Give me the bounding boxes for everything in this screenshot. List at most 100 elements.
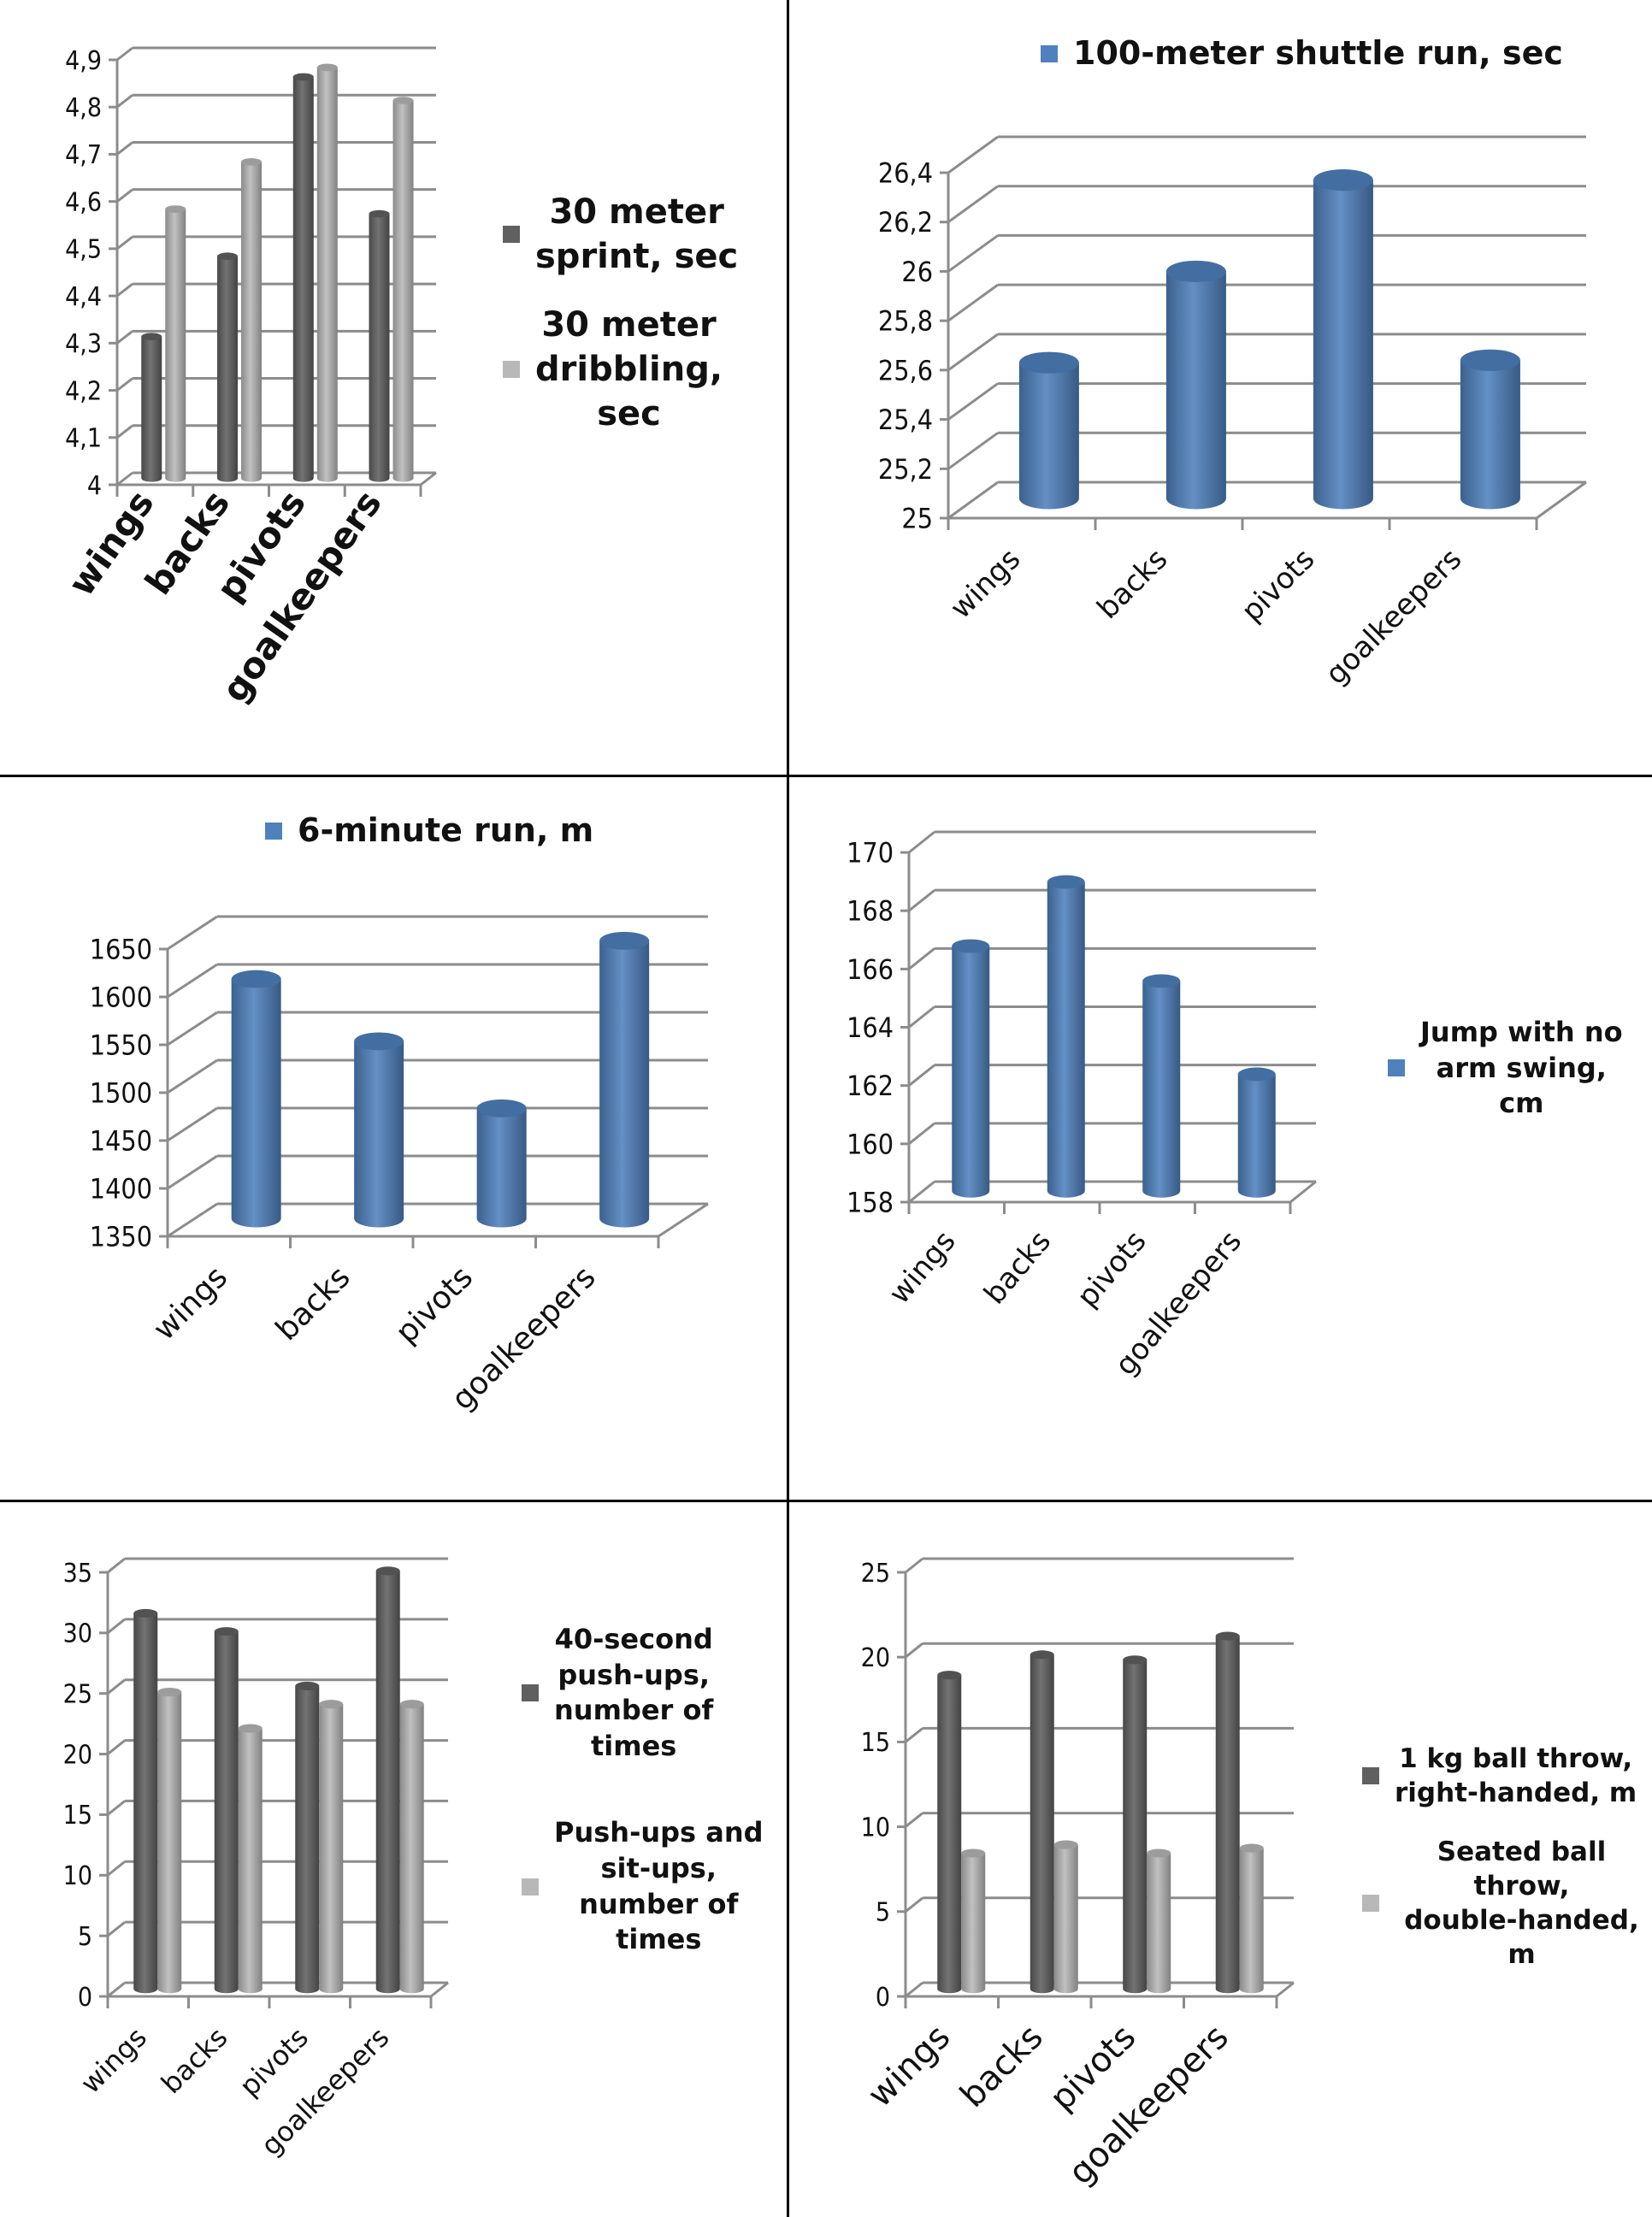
x-tick-label: wings: [882, 1224, 963, 1311]
legend-label-line: 40-second: [554, 1623, 713, 1655]
floor-edge: [1536, 481, 1587, 520]
y-tick-label: 0: [876, 1983, 890, 2013]
grid-connector: [107, 1920, 126, 1937]
grid-connector: [107, 1860, 126, 1877]
bar-body: [133, 1613, 158, 1994]
grid-connector: [905, 1812, 923, 1828]
horizontal-divider-bottom: [0, 1500, 1652, 1502]
bar: [599, 931, 650, 1228]
y-tick-label: 25,4: [878, 404, 933, 436]
bar: [214, 1627, 239, 1994]
grid-connector: [116, 235, 133, 251]
y-tick-label: 162: [847, 1070, 894, 1102]
grid-connector: [167, 1011, 218, 1047]
y-tick-label: 1400: [90, 1173, 152, 1206]
bar-body: [231, 979, 281, 1228]
bar: [1123, 1655, 1148, 1994]
legend-swatch-icon: [1362, 1895, 1379, 1913]
legend-swatch-icon: [503, 226, 520, 243]
chart-panel-sprint-dribbling: 4 4,1 4,2 4,3 4,4 4,5 4,6 4,7 4,8 4,9 wings backs pi…: [0, 0, 787, 775]
legend-shuttle-run: 100-meter shuttle run, sec: [1041, 32, 1588, 74]
legend-swatch-icon: [265, 822, 282, 840]
grid-connector: [107, 1981, 126, 1998]
y-tick-label: 35: [63, 1559, 92, 1589]
bar-top: [217, 252, 239, 261]
grid-connector: [107, 1678, 126, 1695]
grid-connector: [908, 1064, 935, 1087]
grid-connector: [908, 1122, 935, 1146]
legend-swatch-icon: [1041, 44, 1058, 62]
bar: [1142, 974, 1181, 1198]
bar-body: [157, 1692, 182, 1994]
bar: [1047, 875, 1085, 1198]
y-tick-label: 166: [847, 953, 894, 986]
y-tick-label: 10: [63, 1861, 92, 1891]
grid-connector: [947, 333, 999, 372]
bar-top: [1147, 1848, 1171, 1858]
legend-six-minute-run: 6-minute run, m: [265, 810, 641, 852]
chart-panel-jump: 158 160 162 164 166 168 170 wings backs pivots goa…: [789, 777, 1652, 1500]
bar: [1053, 1840, 1078, 1994]
floor-edge: [1289, 1180, 1317, 1204]
bar: [1237, 1067, 1276, 1198]
bar-body: [316, 67, 338, 482]
bar-top: [1165, 260, 1226, 283]
y-tick-label: 10: [861, 1813, 890, 1843]
x-tick-label: backs: [953, 2018, 1050, 2115]
grid-connector: [167, 1106, 218, 1142]
grid-connector: [908, 947, 935, 970]
y-tick-label: 4,1: [65, 424, 102, 454]
bar: [1215, 1631, 1240, 1994]
y-tick-label: 168: [847, 895, 894, 928]
bar: [217, 252, 239, 482]
grid-connector: [107, 1557, 126, 1574]
y-tick-label: 30: [63, 1619, 92, 1649]
bar-top: [295, 1681, 320, 1690]
bar: [392, 97, 414, 482]
legend-label: Seated ball throw, double-handed, m: [1395, 1835, 1649, 1972]
legend-label-line: 30 meter: [541, 305, 717, 345]
bar: [952, 939, 990, 1198]
bar-body: [1047, 881, 1085, 1198]
legend-label-line: arm swing,: [1436, 1051, 1607, 1084]
legend-label: 6-minute run, m: [298, 810, 593, 852]
bar-top: [369, 209, 390, 218]
x-tick-label: goalkeepers: [1061, 2018, 1236, 2193]
bar-top: [1047, 875, 1085, 889]
bar-body: [375, 1571, 400, 1994]
bar-top: [316, 63, 338, 72]
bar-body: [1460, 360, 1520, 510]
grid-connector: [116, 282, 133, 298]
y-tick-label: 4,7: [65, 140, 102, 170]
grid-connector: [167, 1058, 218, 1094]
bar-body: [238, 1728, 263, 1994]
legend-swatch-icon: [1388, 1059, 1405, 1077]
x-tick-label: goalkeepers: [1319, 542, 1469, 692]
bar-top: [476, 1099, 527, 1117]
bar-body: [1215, 1636, 1240, 1994]
grid-connector: [116, 141, 133, 156]
y-tick-label: 26,4: [878, 157, 933, 190]
bar-top: [399, 1700, 424, 1709]
legend-label-line: 6-minute run, m: [298, 811, 594, 849]
chart-six-minute-run: 1350 1400 1450 1500 1550 1600 1650 wings backs pi…: [90, 915, 709, 1417]
grid-connector: [908, 1005, 935, 1029]
bar-body: [354, 1041, 404, 1228]
y-tick-label: 20: [63, 1740, 92, 1770]
y-tick-label: 1450: [90, 1125, 152, 1158]
legend-swatch-icon: [522, 1878, 539, 1896]
bar-body: [399, 1704, 424, 1994]
x-tick-label: wings: [944, 542, 1028, 626]
bar-top: [1053, 1840, 1078, 1849]
legend-item: 6-minute run, m: [265, 810, 641, 852]
y-tick-label: 5: [876, 1898, 890, 1928]
y-tick-label: 5: [78, 1922, 92, 1952]
legend-push-ups: 40-second push-ups, number of times Push-ups…: [522, 1622, 770, 1958]
grid-connector: [947, 382, 999, 421]
floor-edge: [658, 1202, 709, 1238]
bar-top: [165, 205, 186, 213]
bar-top: [1313, 169, 1373, 192]
y-tick-label: 4,3: [65, 329, 102, 359]
